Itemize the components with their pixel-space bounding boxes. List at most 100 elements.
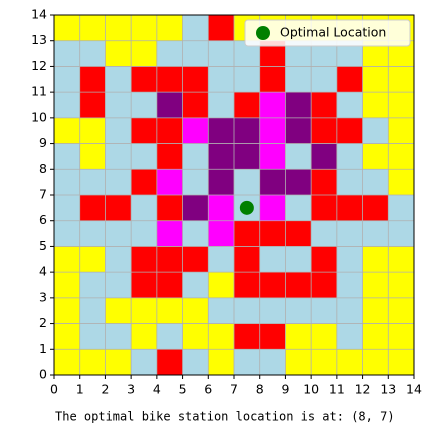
cell <box>285 323 312 350</box>
cell <box>362 92 389 118</box>
x-tick-label: 13 <box>380 382 396 397</box>
cell <box>234 169 260 195</box>
cell <box>208 117 234 144</box>
cell <box>79 220 106 247</box>
cell <box>388 323 414 350</box>
cell <box>336 195 363 221</box>
y-tick-label: 9 <box>39 135 47 150</box>
cell <box>105 169 132 195</box>
cell <box>105 349 132 375</box>
cell <box>131 323 157 350</box>
cell <box>285 246 312 273</box>
cell <box>79 323 106 350</box>
y-tick-label: 8 <box>39 161 47 176</box>
cell <box>362 323 389 350</box>
cell <box>54 349 80 375</box>
cell <box>79 246 106 273</box>
cell <box>285 66 312 93</box>
cell <box>79 117 106 144</box>
cell <box>362 169 389 195</box>
cell <box>156 297 183 324</box>
cell <box>234 323 260 350</box>
cell <box>362 349 389 375</box>
cell <box>156 143 183 170</box>
cell <box>54 117 80 144</box>
cell <box>79 349 106 375</box>
point <box>239 200 254 215</box>
cell <box>234 66 260 93</box>
cell <box>259 169 286 195</box>
cell <box>285 169 312 195</box>
x-tick-label: 0 <box>50 382 58 397</box>
cell <box>388 272 414 298</box>
cell <box>259 92 286 118</box>
cell <box>285 92 312 118</box>
cell <box>362 143 389 170</box>
cell <box>234 272 260 298</box>
cell <box>388 143 414 170</box>
cell <box>156 195 183 221</box>
cell <box>336 246 363 273</box>
cell <box>156 66 183 93</box>
x-tick-label: 12 <box>355 382 371 397</box>
cell <box>131 15 157 41</box>
cell <box>234 143 260 170</box>
cell <box>54 195 80 221</box>
cell <box>131 66 157 93</box>
cell <box>362 297 389 324</box>
cell <box>208 297 234 324</box>
cell <box>388 92 414 118</box>
cell <box>182 220 209 247</box>
cell <box>285 195 312 221</box>
x-tick-label: 1 <box>76 382 84 397</box>
cell <box>259 195 286 221</box>
cell <box>259 143 286 170</box>
cell <box>285 349 312 375</box>
cell <box>131 246 157 273</box>
y-tick-label: 12 <box>31 58 47 73</box>
cell <box>311 169 337 195</box>
cell <box>208 272 234 298</box>
cell <box>182 297 209 324</box>
cell <box>259 246 286 273</box>
cell <box>208 349 234 375</box>
cell <box>79 272 106 298</box>
cell <box>285 220 312 247</box>
cell <box>336 272 363 298</box>
cell <box>54 15 80 41</box>
cell <box>234 246 260 273</box>
cell <box>336 66 363 93</box>
y-tick-label: 4 <box>39 264 47 279</box>
y-tick-label: 7 <box>39 187 47 202</box>
cell <box>311 246 337 273</box>
cell <box>259 323 286 350</box>
cell <box>388 195 414 221</box>
cell <box>182 246 209 273</box>
cell <box>208 195 234 221</box>
cell <box>388 117 414 144</box>
cell <box>336 297 363 324</box>
cell <box>54 246 80 273</box>
cell <box>131 297 157 324</box>
cell <box>388 297 414 324</box>
y-tick-label: 2 <box>39 315 47 330</box>
y-tick-label: 14 <box>31 7 47 22</box>
y-tick-label: 5 <box>39 238 47 253</box>
cell <box>156 15 183 41</box>
cell <box>285 297 312 324</box>
cell <box>79 92 106 118</box>
cell <box>388 246 414 273</box>
cell <box>362 66 389 93</box>
x-tick-label: 4 <box>153 382 161 397</box>
cell <box>285 117 312 144</box>
cell <box>105 15 132 41</box>
x-tick-label: 2 <box>101 382 109 397</box>
cell <box>336 92 363 118</box>
cell <box>208 40 234 67</box>
cell <box>182 323 209 350</box>
cell <box>79 297 106 324</box>
cell <box>234 297 260 324</box>
cell <box>105 92 132 118</box>
x-tick-label: 8 <box>256 382 264 397</box>
